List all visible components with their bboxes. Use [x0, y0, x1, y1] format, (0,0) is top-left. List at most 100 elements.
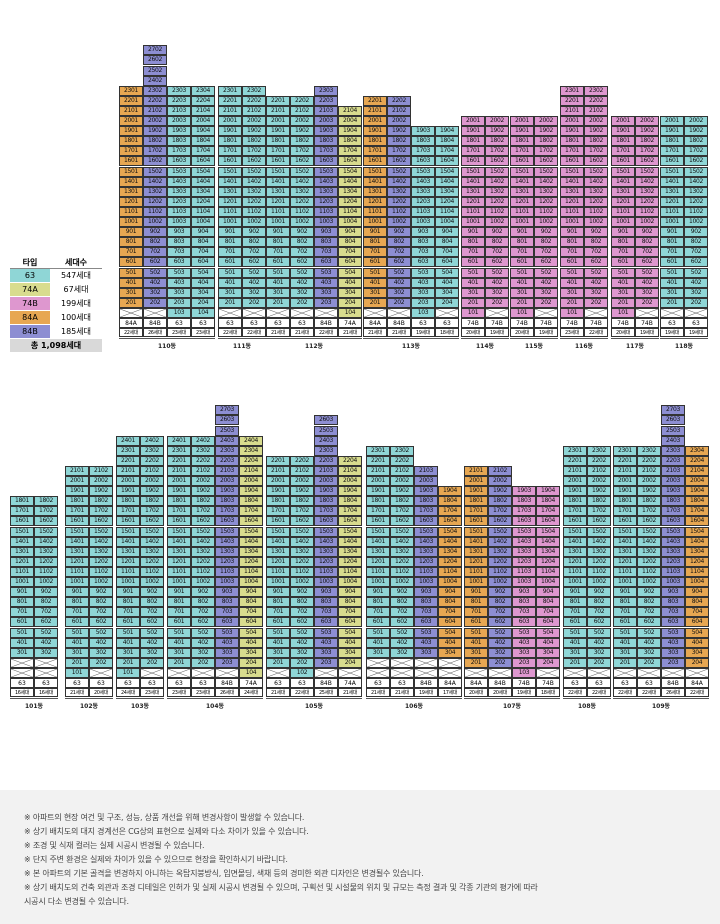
- unit-cell: 1402: [635, 176, 659, 187]
- unit-cell: 2001: [660, 116, 684, 127]
- unit-cell: 902: [242, 227, 266, 238]
- unit-count-label: 21세대: [290, 328, 314, 337]
- unit-cell: 1201: [366, 556, 390, 567]
- type-label: 84B: [414, 678, 438, 688]
- unit-cell: 901: [563, 587, 587, 598]
- unit-cell: 1603: [512, 516, 536, 527]
- unit-cell: 1104: [435, 206, 459, 217]
- unit-cell: 802: [485, 237, 509, 248]
- unit-cell: 1604: [536, 516, 560, 527]
- type-label: 63: [191, 318, 215, 328]
- unit-cell: 1302: [290, 186, 314, 197]
- unit-cell: 1404: [438, 536, 462, 547]
- unit-cell: 401: [510, 277, 534, 288]
- unit-cell: 1301: [363, 186, 387, 197]
- unit-cell: 1101: [563, 566, 587, 577]
- unit-cell: 1501: [464, 526, 488, 537]
- unit-count-label: 23세대: [191, 328, 215, 337]
- unit-cell: 1903: [314, 126, 338, 137]
- unit-cell: 902: [390, 587, 414, 598]
- unit-cell: 902: [684, 227, 708, 238]
- type-label: 84A: [685, 678, 709, 688]
- unit-cell: 1401: [116, 536, 140, 547]
- unit-cell: 403: [314, 277, 338, 288]
- unit-cell: 501: [366, 627, 390, 638]
- empty-floor-cell: [366, 657, 390, 668]
- unit-cell: 1702: [584, 146, 608, 157]
- unit-cell: 502: [584, 267, 608, 278]
- unit-cell: 1801: [10, 496, 34, 507]
- unit-cell: 203: [661, 657, 685, 668]
- unit-cell: 601: [363, 257, 387, 268]
- unit-cell: 1502: [290, 526, 314, 537]
- unit-cell: 1404: [239, 536, 263, 547]
- unit-cell: 901: [266, 227, 290, 238]
- type-label: 63: [242, 318, 266, 328]
- unit-cell: 601: [613, 617, 637, 628]
- unit-cell: 603: [512, 617, 536, 628]
- unit-cell: 501: [266, 267, 290, 278]
- unit-cell: 1402: [684, 176, 708, 187]
- legend-header: 타입 세대수: [10, 256, 102, 269]
- unit-cell: 1803: [314, 136, 338, 147]
- unit-cell: 304: [191, 287, 215, 298]
- unit-cell: 401: [611, 277, 635, 288]
- unit-cell: 602: [390, 617, 414, 628]
- unit-cell: 1803: [314, 496, 338, 507]
- unit-cell: 1702: [290, 146, 314, 157]
- unit-cell: 602: [584, 257, 608, 268]
- unit-cell: 401: [266, 637, 290, 648]
- unit-cell: 1201: [510, 196, 534, 207]
- unit-cell: 2102: [143, 105, 167, 116]
- unit-cell: 1304: [191, 186, 215, 197]
- unit-cell: 1001: [167, 577, 191, 588]
- type-label: 63: [116, 678, 140, 688]
- unit-cell: 1904: [438, 486, 462, 497]
- unit-cell: 1502: [143, 166, 167, 177]
- unit-cell: 1002: [290, 217, 314, 228]
- building-name: 101동: [24, 703, 44, 710]
- unit-cell: 1203: [215, 556, 239, 567]
- unit-cell: 303: [314, 647, 338, 658]
- unit-cell: 1701: [266, 146, 290, 157]
- unit-cell: 302: [290, 647, 314, 658]
- unit-cell: 604: [239, 617, 263, 628]
- unit-cell: 1301: [65, 546, 89, 557]
- legend-row: 84B 185세대: [10, 325, 102, 338]
- unit-cell: 1202: [34, 556, 58, 567]
- unit-cell: 2201: [266, 455, 290, 466]
- unit-cell: 904: [435, 227, 459, 238]
- unit-cell: 1303: [314, 186, 338, 197]
- unit-cell: 2102: [387, 105, 411, 116]
- unit-cell: 1001: [116, 577, 140, 588]
- unit-cell: 2402: [140, 435, 164, 446]
- unit-cell: 203: [167, 297, 191, 308]
- unit-cell: 1901: [218, 126, 242, 137]
- unit-cell: 2503: [215, 425, 239, 436]
- unit-cell: 1303: [512, 546, 536, 557]
- unit-cell: 1802: [242, 136, 266, 147]
- unit-cell: 2002: [143, 116, 167, 127]
- unit-cell: 1104: [191, 206, 215, 217]
- unit-cell: 804: [685, 597, 709, 608]
- empty-floor-cell: [534, 307, 558, 318]
- unit-cell: 2403: [661, 435, 685, 446]
- unit-cell: 301: [363, 287, 387, 298]
- unit-cell: 603: [314, 617, 338, 628]
- unit-cell: 1202: [587, 556, 611, 567]
- unit-cell: 1902: [635, 126, 659, 137]
- unit-cell: 1101: [461, 206, 485, 217]
- unit-cell: 804: [438, 597, 462, 608]
- unit-cell: 502: [534, 267, 558, 278]
- unit-cell: 1802: [637, 496, 661, 507]
- unit-cell: 1002: [89, 577, 113, 588]
- type-label: 63: [10, 678, 34, 688]
- unit-cell: 1703: [414, 506, 438, 517]
- unit-cell: 702: [684, 247, 708, 258]
- empty-floor-cell: [485, 307, 509, 318]
- unit-cell: 1701: [563, 506, 587, 517]
- unit-cell: 901: [560, 227, 584, 238]
- unit-cell: 803: [314, 597, 338, 608]
- empty-floor-cell: [635, 307, 659, 318]
- unit-cell: 1201: [660, 196, 684, 207]
